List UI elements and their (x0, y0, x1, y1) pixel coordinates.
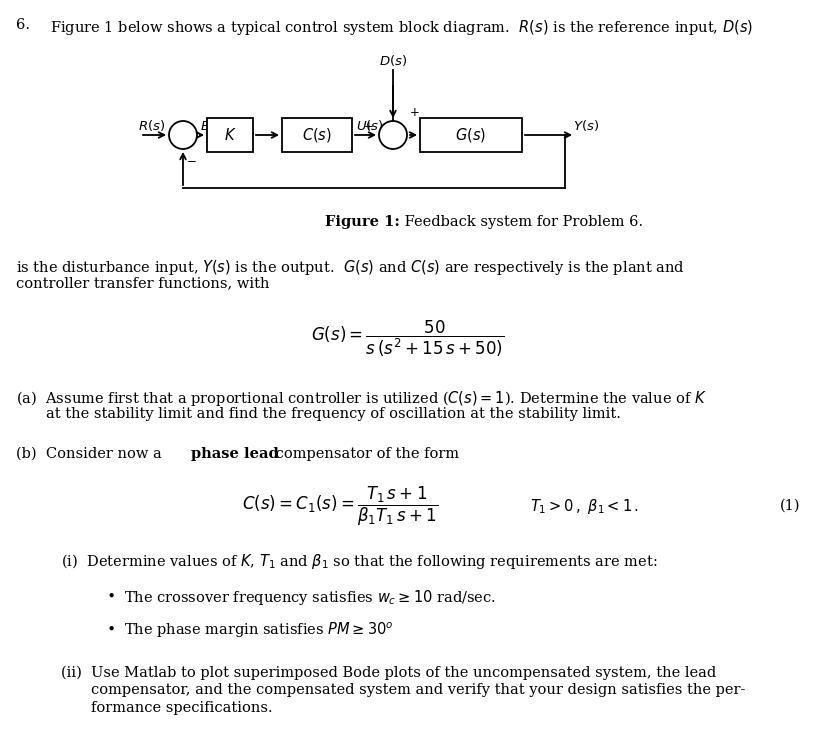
Text: $G(s) = \dfrac{50}{s\,(s^2 + 15\,s + 50)}$: $G(s) = \dfrac{50}{s\,(s^2 + 15\,s + 50)… (312, 319, 504, 359)
Text: at the stability limit and find the frequency of oscillation at the stability li: at the stability limit and find the freq… (46, 407, 621, 421)
Text: $+$: $+$ (178, 120, 188, 133)
Text: $+$: $+$ (363, 120, 374, 133)
Text: phase lead: phase lead (191, 447, 279, 460)
Text: $Y(s)$: $Y(s)$ (573, 118, 599, 133)
Circle shape (169, 121, 197, 149)
Text: $\bullet$: $\bullet$ (106, 588, 115, 602)
Text: (b)  Consider now a: (b) Consider now a (16, 447, 166, 460)
Text: $K$: $K$ (224, 127, 237, 143)
Text: The phase margin satisfies $PM \geq 30^o$: The phase margin satisfies $PM \geq 30^o… (124, 620, 393, 640)
Text: Figure 1:: Figure 1: (325, 215, 400, 229)
Text: (a)  Assume first that a proportional controller is utilized ($C(s) = 1$). Deter: (a) Assume first that a proportional con… (16, 389, 707, 408)
Text: The crossover frequency satisfies $w_c \geq 10$ rad/sec.: The crossover frequency satisfies $w_c \… (124, 588, 496, 607)
Text: $-$: $-$ (186, 153, 197, 166)
Text: 6.: 6. (16, 18, 30, 32)
Text: is the disturbance input, $Y(s)$ is the output.  $G(s)$ and $C(s)$ are respectiv: is the disturbance input, $Y(s)$ is the … (16, 258, 685, 277)
Text: controller transfer functions, with: controller transfer functions, with (16, 276, 269, 290)
Bar (420, 118, 522, 152)
Text: (ii)  Use Matlab to plot superimposed Bode plots of the uncompensated system, th: (ii) Use Matlab to plot superimposed Bod… (61, 665, 716, 680)
Text: formance specifications.: formance specifications. (91, 702, 273, 716)
Text: (i)  Determine values of $K$, $T_1$ and $\beta_1$ so that the following requirem: (i) Determine values of $K$, $T_1$ and $… (61, 552, 658, 571)
Text: $C(s) = C_1(s) = \dfrac{T_1\,s + 1}{\beta_1 T_1\,s + 1}$: $C(s) = C_1(s) = \dfrac{T_1\,s + 1}{\bet… (242, 485, 438, 528)
Text: $T_1 > 0\,,\ \beta_1 < 1\,.$: $T_1 > 0\,,\ \beta_1 < 1\,.$ (530, 497, 639, 516)
Text: $D(s)$: $D(s)$ (379, 53, 407, 68)
Text: compensator, and the compensated system and verify that your design satisfies th: compensator, and the compensated system … (91, 684, 745, 697)
Text: $G(s)$: $G(s)$ (455, 126, 486, 144)
Text: (1): (1) (779, 499, 800, 513)
Text: $R(s)$: $R(s)$ (138, 118, 166, 133)
Circle shape (379, 121, 407, 149)
Text: Figure 1 below shows a typical control system block diagram.  $R(s)$ is the refe: Figure 1 below shows a typical control s… (50, 18, 753, 37)
Text: $U(s)$: $U(s)$ (356, 118, 384, 133)
Text: $+$: $+$ (409, 106, 419, 119)
Bar (207, 118, 253, 152)
Text: compensator of the form: compensator of the form (271, 447, 459, 460)
Text: $E(s)$: $E(s)$ (200, 118, 227, 133)
Text: $\bullet$: $\bullet$ (106, 620, 115, 634)
Text: Feedback system for Problem 6.: Feedback system for Problem 6. (400, 215, 643, 229)
Bar (282, 118, 352, 152)
Text: $C(s)$: $C(s)$ (302, 126, 332, 144)
